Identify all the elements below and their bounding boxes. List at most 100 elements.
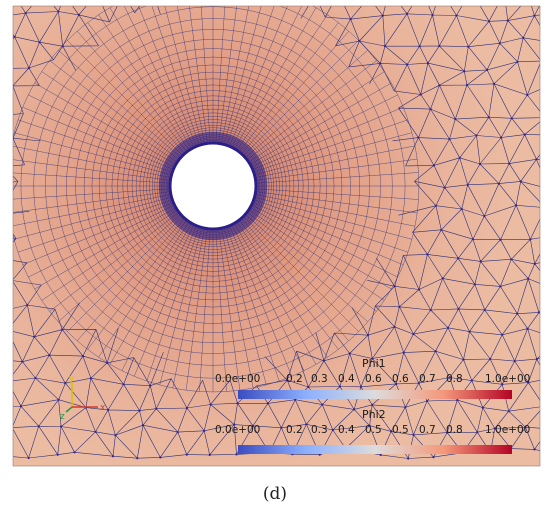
mesh-node [19, 405, 22, 408]
colorbar-phi2-tick: 0.4 [338, 424, 355, 436]
mesh-node [434, 204, 437, 207]
colorbar-phi1: Phi1 0.0e+00 0.2 0.3 0.4 0.6 0.6 0.7 0.8… [215, 357, 530, 399]
mesh-node [458, 156, 461, 159]
mesh-node [418, 45, 421, 48]
mesh-node [371, 357, 374, 360]
colorbar-phi2-tick: 0.3 [311, 424, 328, 436]
mesh-node [419, 93, 422, 96]
colorbar-phi2-tick: 0.7 [419, 424, 436, 436]
colorbar-phi1-tick: 0.3 [311, 373, 328, 385]
mesh-node [547, 187, 549, 189]
mesh-node [510, 258, 513, 261]
mesh-node [89, 377, 92, 380]
mesh-node [402, 351, 405, 354]
mesh-node [513, 360, 516, 363]
mesh-node [393, 325, 396, 328]
mesh-node [501, 383, 504, 386]
mesh-node [533, 14, 536, 17]
mesh-node [417, 288, 421, 291]
mesh-node [492, 82, 496, 85]
mesh-node [0, 359, 2, 361]
mesh-node [475, 134, 478, 137]
mesh-node [64, 382, 67, 385]
mesh-node [176, 431, 179, 434]
mesh-node [483, 215, 486, 218]
mesh-node [429, 308, 432, 312]
mesh-node [280, 426, 283, 429]
mesh-node [440, 228, 443, 231]
mesh-node [533, 448, 536, 451]
axes-triad: y x z [60, 374, 106, 422]
mesh-node [185, 453, 188, 456]
mesh-node [38, 41, 41, 44]
mesh-node [497, 182, 500, 185]
mesh-node [499, 285, 502, 288]
mesh-node [322, 359, 326, 362]
dense-boundary-layer [159, 132, 267, 240]
mesh-node [185, 406, 188, 410]
colorbar-phi2-tick: 0.5 [365, 424, 382, 436]
mesh-node [535, 158, 538, 161]
mesh-node [523, 133, 526, 136]
mesh-node [432, 456, 435, 459]
mesh-node [407, 457, 410, 460]
colorbar-phi2-tick: 1.0e+00 [485, 424, 530, 436]
triad-y-label: y [69, 374, 75, 384]
mesh-node [122, 383, 125, 386]
mesh-node [366, 334, 370, 337]
mesh-node [21, 360, 24, 363]
mesh-node [34, 376, 37, 380]
triad-z-label: z [60, 412, 65, 422]
mesh-node [417, 136, 420, 139]
colorbar-phi1-tick: 0.4 [338, 373, 355, 385]
mesh-node [526, 327, 529, 330]
mesh-node [321, 403, 324, 406]
mesh-node [498, 42, 501, 45]
mesh-node [466, 183, 469, 186]
mesh-node [398, 305, 401, 308]
mesh-node [457, 307, 460, 310]
mesh-node [208, 453, 211, 456]
mesh-node [61, 328, 64, 331]
mesh-node [548, 41, 550, 43]
mesh-node [107, 408, 110, 411]
mesh-node [548, 84, 550, 86]
mesh-node [26, 303, 29, 307]
mesh-node [383, 45, 387, 48]
mesh-node [463, 70, 466, 73]
mesh-node [155, 407, 158, 410]
mesh-node [60, 425, 63, 428]
mesh-node [149, 384, 152, 387]
mesh-node [456, 399, 459, 402]
mesh-node [438, 44, 441, 48]
colorbar-phi1-tick: 0.8 [446, 373, 463, 385]
mesh-node [524, 426, 527, 429]
mesh-node [478, 162, 482, 166]
mesh-node [381, 14, 384, 17]
mesh-node [27, 66, 30, 70]
mesh-node [443, 186, 446, 189]
mesh-node [527, 381, 530, 384]
mesh-node [489, 357, 492, 361]
mesh-node [457, 257, 460, 260]
panel-frame [12, 5, 541, 467]
mesh-node [508, 162, 511, 165]
mesh-node [48, 354, 51, 357]
mesh-node [2, 455, 4, 457]
mesh-node [73, 451, 76, 454]
mesh-node [548, 235, 550, 237]
colorbar-phi1-tick: 1.0e+00 [485, 373, 530, 385]
mesh-node [138, 409, 141, 412]
mesh-node [429, 108, 432, 111]
mesh-panel [0, 6, 550, 466]
mesh-node [548, 428, 550, 430]
mesh-node [454, 118, 457, 121]
mesh-node [3, 310, 5, 312]
mesh-node [331, 428, 334, 432]
mesh-node [33, 335, 36, 338]
mesh-node [266, 402, 269, 405]
mesh-node [441, 277, 444, 280]
colorbar-phi1-tick: 0.7 [419, 373, 436, 385]
mesh-node [37, 425, 40, 428]
